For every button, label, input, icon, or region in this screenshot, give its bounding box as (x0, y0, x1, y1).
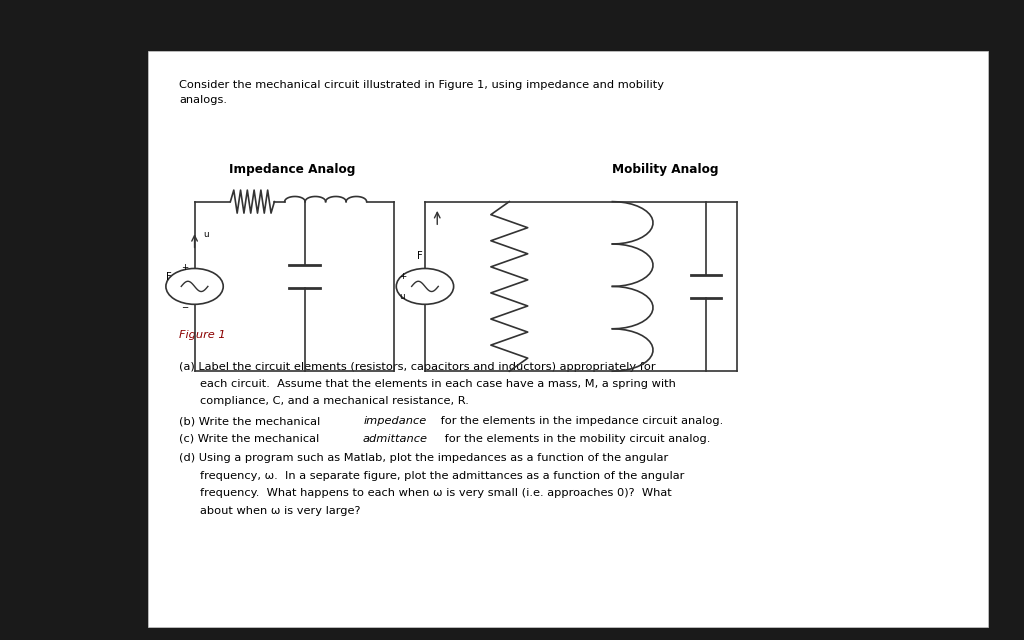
Text: F: F (417, 251, 423, 260)
Text: +: + (398, 272, 407, 282)
Text: admittance: admittance (362, 434, 427, 444)
Text: (b) Write the mechanical: (b) Write the mechanical (179, 416, 324, 426)
Text: Mobility Analog: Mobility Analog (612, 163, 719, 176)
Text: about when ω is very large?: about when ω is very large? (200, 506, 360, 516)
Circle shape (396, 269, 454, 305)
Circle shape (166, 269, 223, 305)
Text: +: + (180, 262, 188, 272)
Text: compliance, C, and a mechanical resistance, R.: compliance, C, and a mechanical resistan… (200, 396, 469, 406)
Text: Consider the mechanical circuit illustrated in Figure 1, using impedance and mob: Consider the mechanical circuit illustra… (179, 80, 665, 105)
FancyBboxPatch shape (148, 51, 988, 627)
Text: each circuit.  Assume that the elements in each case have a mass, M, a spring wi: each circuit. Assume that the elements i… (200, 379, 676, 389)
Text: (a) Label the circuit elements (resistors, capacitors and inductors) appropriate: (a) Label the circuit elements (resistor… (179, 362, 655, 372)
Text: u: u (203, 230, 208, 239)
Text: for the elements in the mobility circuit analog.: for the elements in the mobility circuit… (441, 434, 711, 444)
Text: −: − (180, 302, 188, 312)
Text: u: u (399, 291, 406, 301)
Text: (d) Using a program such as Matlab, plot the impedances as a function of the ang: (d) Using a program such as Matlab, plot… (179, 453, 669, 463)
Text: frequency, ω.  In a separate figure, plot the admittances as a function of the a: frequency, ω. In a separate figure, plot… (200, 471, 684, 481)
Text: impedance: impedance (364, 416, 427, 426)
Text: frequency.  What happens to each when ω is very small (i.e. approaches 0)?  What: frequency. What happens to each when ω i… (200, 488, 672, 499)
Text: Impedance Analog: Impedance Analog (228, 163, 355, 176)
Text: F: F (166, 272, 172, 282)
Text: for the elements in the impedance circuit analog.: for the elements in the impedance circui… (437, 416, 724, 426)
Text: Figure 1: Figure 1 (179, 330, 226, 340)
Text: (c) Write the mechanical: (c) Write the mechanical (179, 434, 324, 444)
